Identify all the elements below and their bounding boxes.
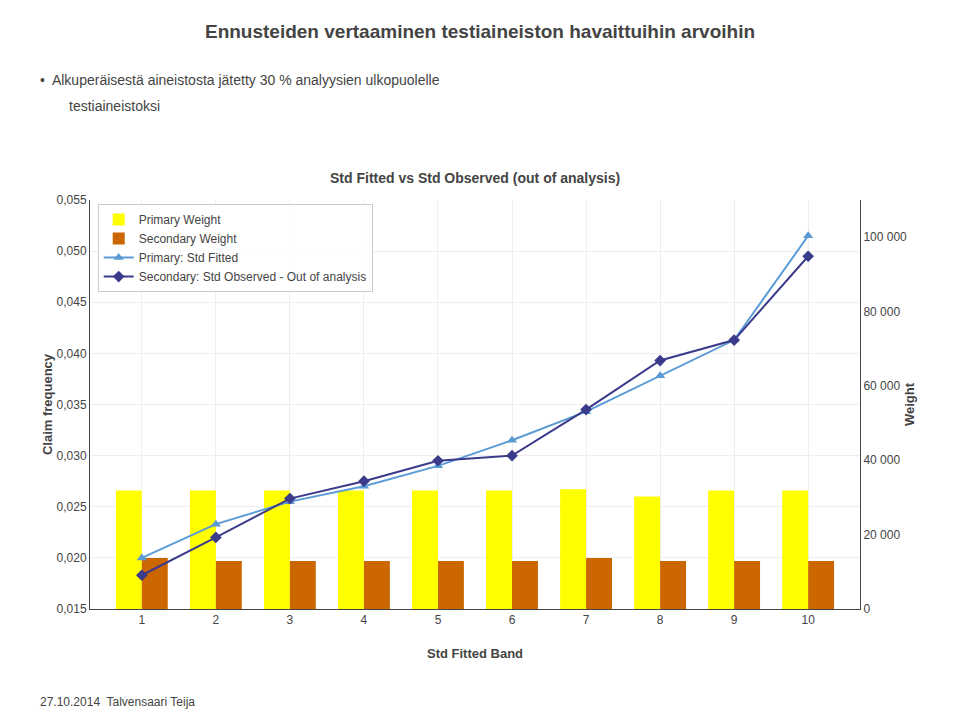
svg-text:Primary: Std Fitted: Primary: Std Fitted <box>139 251 238 265</box>
svg-text:100 000: 100 000 <box>863 230 907 244</box>
svg-text:6: 6 <box>509 613 516 627</box>
svg-text:8: 8 <box>657 613 664 627</box>
svg-text:Primary Weight: Primary Weight <box>139 213 221 227</box>
svg-text:0,020: 0,020 <box>57 551 87 565</box>
svg-text:0: 0 <box>863 602 870 616</box>
svg-text:4: 4 <box>361 613 368 627</box>
svg-text:0,055: 0,055 <box>57 193 87 207</box>
svg-text:10: 10 <box>801 613 815 627</box>
svg-text:80 000: 80 000 <box>863 305 900 319</box>
svg-text:5: 5 <box>435 613 442 627</box>
svg-text:0,050: 0,050 <box>57 244 87 258</box>
svg-text:0,025: 0,025 <box>57 500 87 514</box>
svg-text:1: 1 <box>138 613 145 627</box>
svg-text:testiaineistoksi: testiaineistoksi <box>69 98 160 114</box>
svg-text:Secondary Weight: Secondary Weight <box>139 232 238 246</box>
svg-text:Weight: Weight <box>902 382 917 426</box>
svg-text:• Alkuperäisestä aineistosta: • Alkuperäisestä aineistosta jätetty 30 … <box>40 72 440 88</box>
svg-text:Claim frequency: Claim frequency <box>40 353 55 455</box>
svg-text:27.10.2014 Talvensaari Teija: 27.10.2014 Talvensaari Teija <box>40 695 195 709</box>
svg-text:7: 7 <box>583 613 590 627</box>
svg-text:2: 2 <box>213 613 220 627</box>
svg-text:0,015: 0,015 <box>57 602 87 616</box>
svg-text:0,035: 0,035 <box>57 398 87 412</box>
svg-text:20 000: 20 000 <box>863 528 900 542</box>
svg-text:60 000: 60 000 <box>863 379 900 393</box>
svg-text:0,040: 0,040 <box>57 347 87 361</box>
svg-text:9: 9 <box>731 613 738 627</box>
svg-text:Std Fitted Band: Std Fitted Band <box>427 646 523 661</box>
svg-text:0,030: 0,030 <box>57 449 87 463</box>
svg-text:0,045: 0,045 <box>57 295 87 309</box>
svg-text:Secondary: Std Observed - Out: Secondary: Std Observed - Out of analysi… <box>139 270 366 284</box>
svg-text:40 000: 40 000 <box>863 453 900 467</box>
svg-text:3: 3 <box>287 613 294 627</box>
svg-text:Ennusteiden vertaaminen testia: Ennusteiden vertaaminen testiaineiston h… <box>205 21 755 42</box>
svg-text:Std Fitted vs Std Observed (ou: Std Fitted vs Std Observed (out of analy… <box>330 170 620 186</box>
